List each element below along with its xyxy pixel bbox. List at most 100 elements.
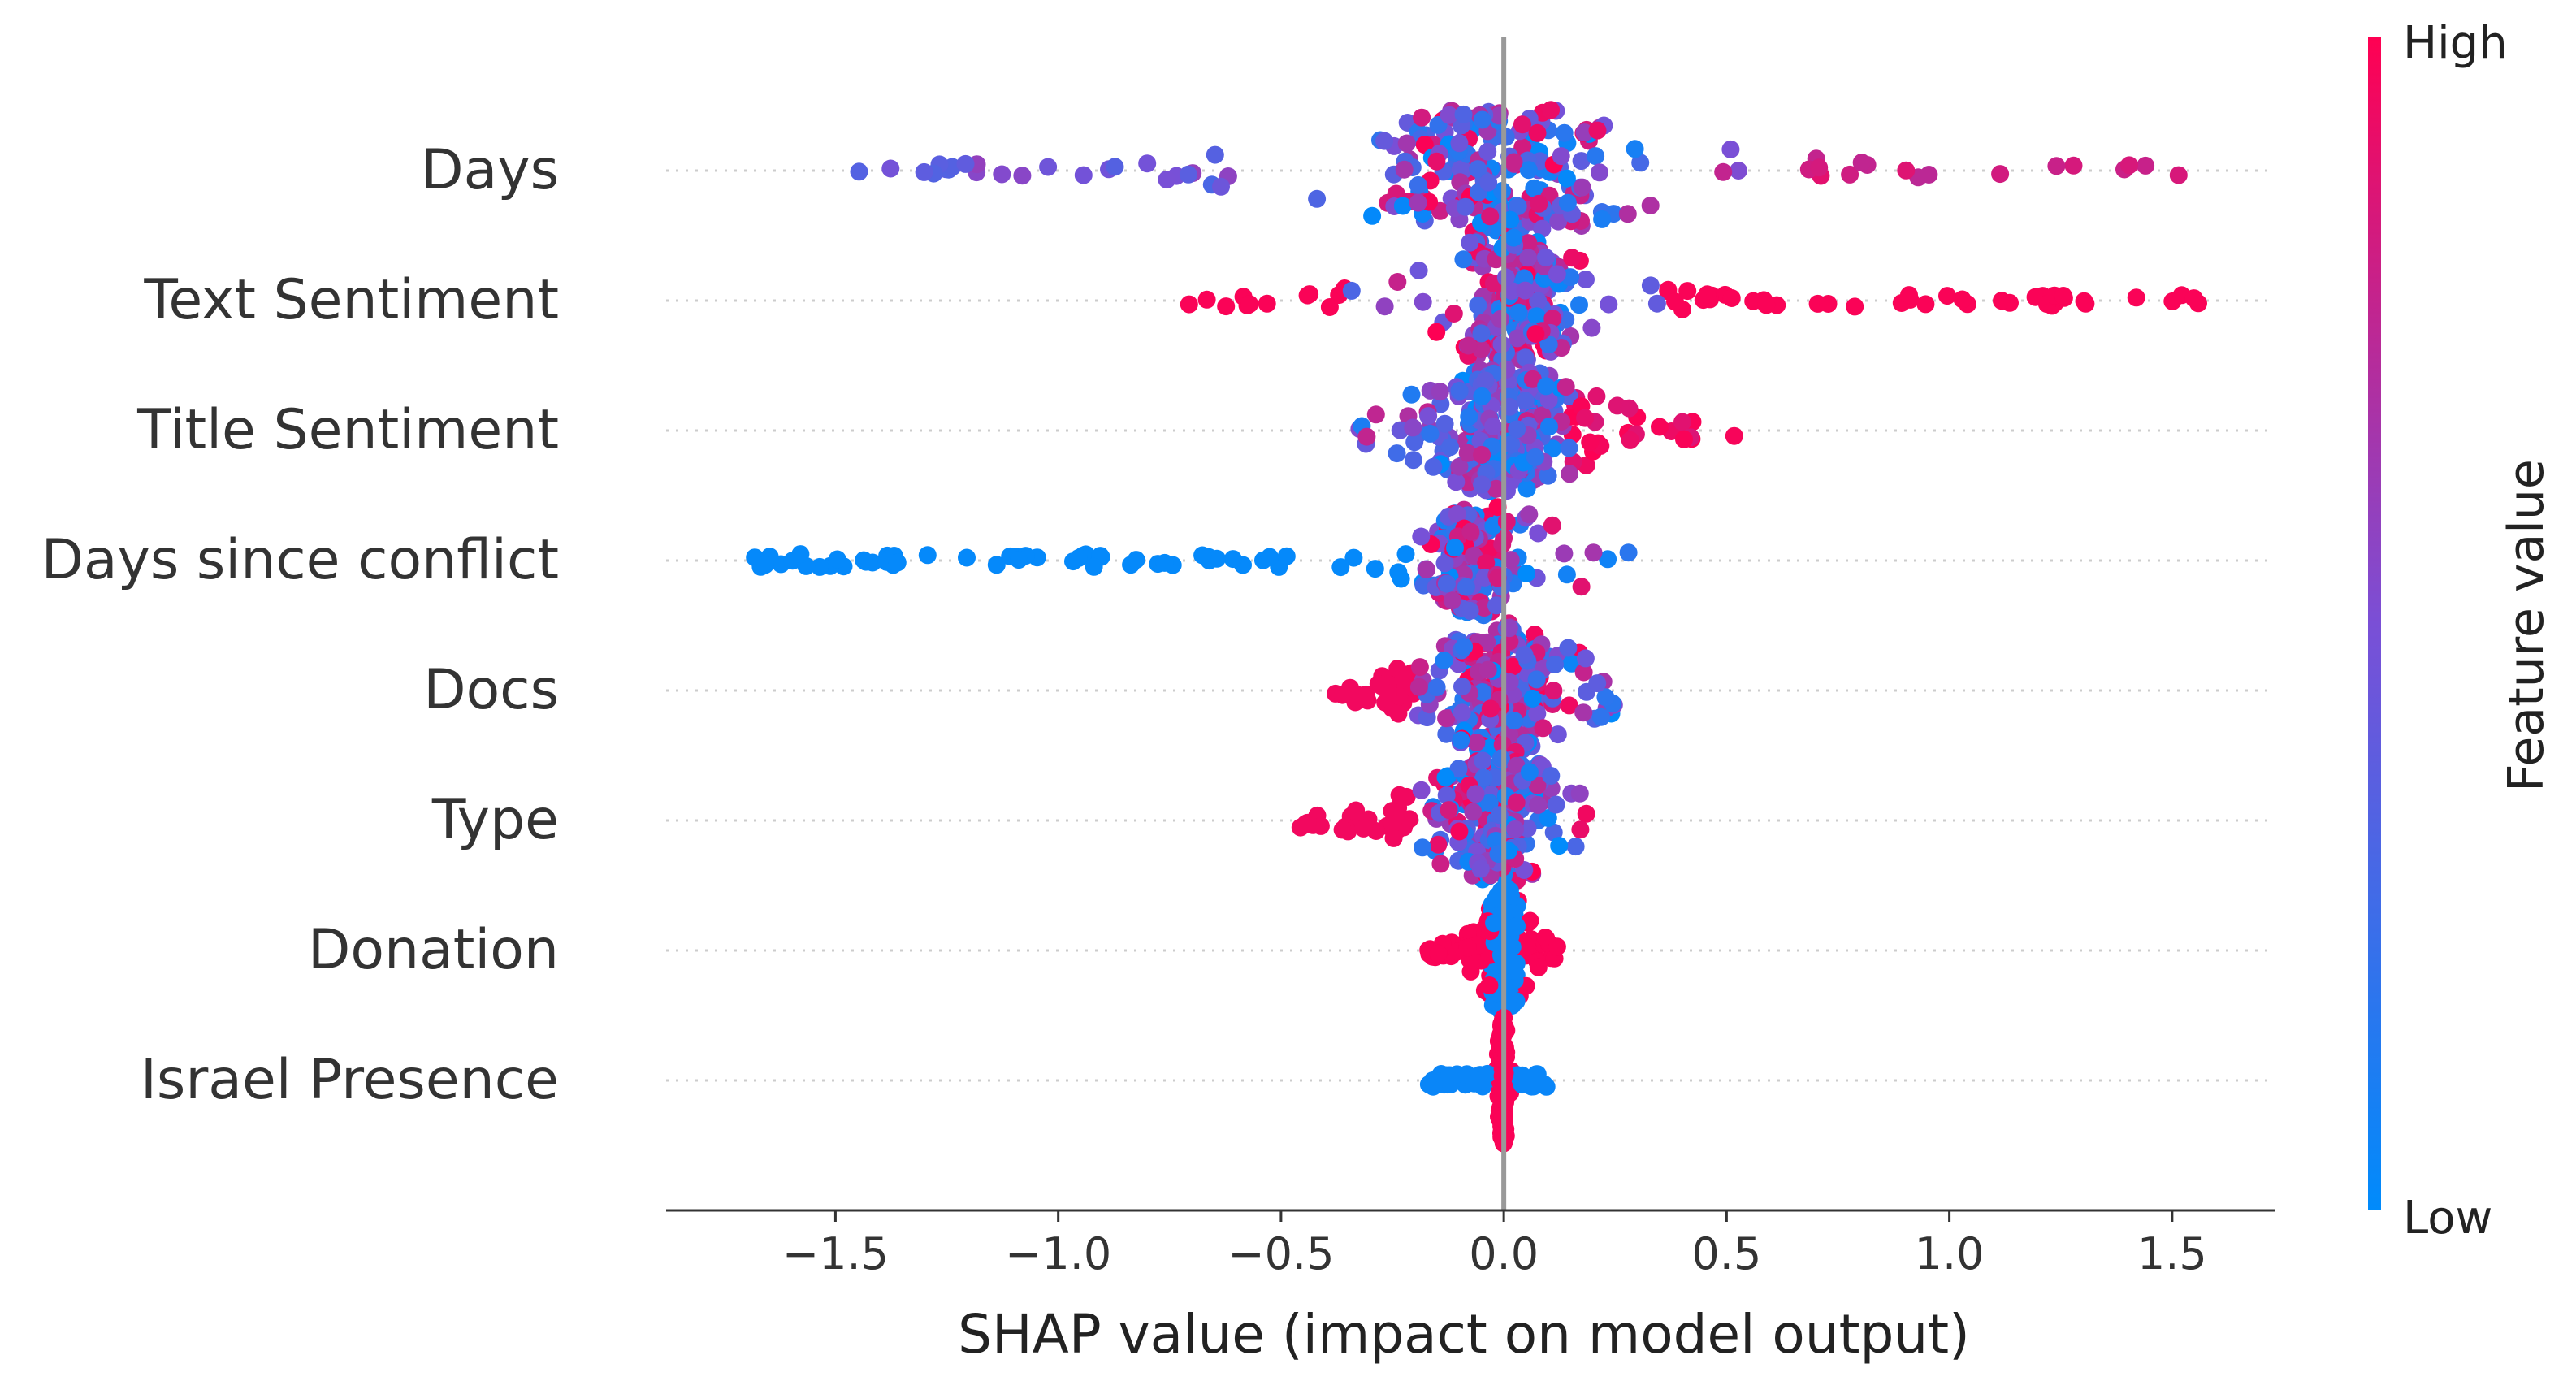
data-point: [1404, 418, 1422, 437]
data-point: [956, 154, 975, 173]
data-point: [1357, 427, 1376, 446]
data-point: [1620, 399, 1639, 418]
data-point: [1573, 178, 1591, 197]
data-point: [915, 162, 933, 181]
data-point: [1938, 287, 1956, 305]
data-point: [1591, 163, 1608, 182]
data-point: [1576, 409, 1595, 427]
data-point: [1447, 473, 1466, 491]
data-point: [1437, 709, 1456, 728]
data-point: [1588, 121, 1607, 140]
data-point: [1258, 294, 1276, 313]
data-point: [1450, 134, 1469, 153]
data-point: [1539, 336, 1558, 354]
data-point: [1487, 890, 1505, 908]
data-point: [1549, 212, 1568, 231]
data-point: [1572, 152, 1591, 171]
data-point: [1592, 708, 1610, 726]
data-point: [1208, 549, 1226, 568]
data-point: [1651, 418, 1669, 436]
data-point: [1460, 408, 1478, 426]
data-point: [1600, 295, 1618, 314]
data-point: [993, 165, 1011, 184]
data-point: [1396, 545, 1415, 564]
data-point: [1560, 696, 1578, 715]
data-point: [1453, 703, 1471, 722]
data-point: [1900, 286, 1918, 305]
data-point: [756, 556, 774, 574]
data-point: [1448, 505, 1466, 523]
data-point: [1379, 684, 1397, 703]
data-point: [1414, 292, 1432, 311]
data-point: [1581, 433, 1600, 452]
data-point: [1543, 310, 1562, 328]
data-point: [1409, 262, 1428, 279]
data-point: [1529, 795, 1548, 814]
data-point: [2047, 157, 2066, 175]
colorbar-low-label: Low: [2403, 1192, 2492, 1245]
data-point: [1491, 310, 1509, 328]
data-point: [1846, 297, 1864, 316]
data-point: [1540, 418, 1558, 436]
data-point: [1520, 763, 1539, 781]
data-point: [1504, 657, 1522, 676]
data-point: [1342, 281, 1361, 300]
data-point: [1412, 527, 1431, 546]
data-point: [1641, 197, 1660, 214]
data-point: [1180, 295, 1198, 314]
data-point: [1471, 859, 1490, 878]
data-point: [1217, 297, 1236, 316]
feature-label: Docs: [423, 658, 559, 722]
data-point: [1456, 197, 1474, 216]
data-point: [1621, 431, 1639, 449]
data-point: [1544, 682, 1563, 700]
x-tick-label: 1.0: [1915, 1228, 1985, 1279]
data-point: [1039, 158, 1058, 176]
data-point: [1441, 438, 1459, 457]
data-point: [1440, 801, 1458, 820]
data-point: [1074, 166, 1093, 184]
data-point: [1626, 140, 1644, 158]
data-point: [1571, 820, 1590, 839]
data-point: [1810, 158, 1829, 177]
data-point: [1675, 430, 1693, 448]
data-point: [1479, 173, 1498, 192]
data-point: [1450, 822, 1469, 841]
data-point: [1574, 703, 1593, 722]
data-point: [1484, 517, 1503, 535]
feature-label: Text Sentiment: [143, 268, 559, 332]
data-point: [1517, 479, 1536, 498]
feature-label: Title Sentiment: [136, 398, 559, 462]
data-point: [1536, 249, 1555, 266]
data-point: [1331, 558, 1350, 577]
data-point: [1431, 855, 1450, 873]
data-point: [2054, 287, 2072, 305]
data-point: [1757, 296, 1776, 314]
data-point: [1563, 249, 1582, 267]
data-point: [1354, 819, 1373, 838]
data-point: [1458, 938, 1477, 957]
data-point: [1448, 1065, 1466, 1084]
data-point: [1435, 414, 1454, 433]
data-point: [1548, 265, 1566, 284]
data-point: [1179, 165, 1197, 184]
data-point: [1526, 448, 1544, 466]
data-point: [1418, 561, 1435, 579]
data-point: [1501, 551, 1520, 569]
data-point: [1472, 324, 1491, 343]
data-point: [1503, 282, 1522, 301]
data-point: [1437, 574, 1456, 593]
data-point: [1277, 547, 1296, 565]
data-point: [1533, 219, 1552, 238]
data-point: [1069, 548, 1088, 567]
data-point: [1596, 688, 1615, 707]
data-point: [1993, 292, 2011, 310]
data-point: [1461, 522, 1480, 541]
data-point: [1528, 123, 1547, 142]
data-point: [1504, 228, 1523, 247]
data-point: [1520, 505, 1539, 524]
data-point: [1575, 123, 1594, 142]
data-point: [1991, 165, 2010, 184]
data-point: [1413, 108, 1431, 127]
